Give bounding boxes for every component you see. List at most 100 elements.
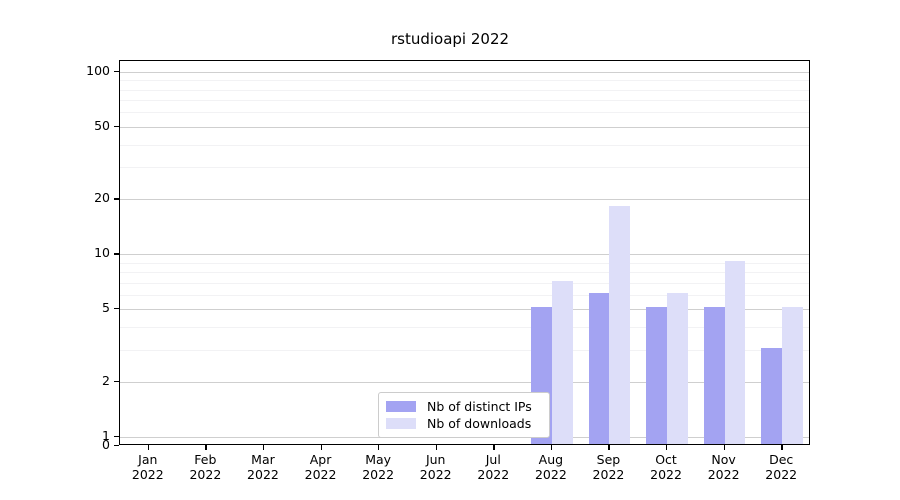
y-axis-tick-label: 0 [102, 437, 110, 452]
y-axis-tick-mark [114, 198, 119, 200]
gridline-minor [120, 271, 809, 273]
y-axis-tick-mark [114, 308, 119, 310]
x-tick-month: Jul [485, 452, 501, 467]
x-axis-tick-label: Aug 2022 [516, 452, 586, 482]
x-axis-tick-mark [608, 445, 610, 450]
x-axis-tick-label: Feb 2022 [170, 452, 240, 482]
bar-downloads [724, 260, 746, 444]
x-tick-year: 2022 [304, 467, 337, 482]
x-axis-tick-mark [435, 445, 437, 450]
legend-item: Nb of downloads [386, 415, 542, 432]
chart-title: rstudioapi 2022 [390, 30, 510, 48]
y-axis-tick-label: 10 [94, 245, 110, 261]
bar-distinct-ips [588, 292, 610, 444]
x-tick-year: 2022 [419, 467, 452, 482]
x-tick-year: 2022 [362, 467, 395, 482]
x-axis-tick-mark [550, 445, 553, 450]
gridline-minor [120, 294, 809, 296]
bar-distinct-ips [703, 307, 725, 444]
x-tick-year: 2022 [189, 467, 222, 482]
x-axis-tick-label: Jul 2022 [458, 452, 528, 482]
y-axis-tick-label: 100 [86, 63, 110, 79]
gridline-minor [120, 282, 809, 284]
gridline-minor [120, 100, 809, 102]
x-axis-tick-mark [262, 445, 265, 450]
legend-swatch-ips [386, 401, 416, 412]
x-axis-tick-label: Jan 2022 [113, 452, 183, 482]
gridline-minor [120, 262, 809, 264]
gridline-minor [120, 326, 809, 328]
x-tick-month: Mar [251, 452, 275, 467]
bar-downloads [609, 205, 631, 444]
plot-area [119, 60, 810, 445]
bar-downloads [551, 280, 573, 444]
x-axis-tick-label: May 2022 [343, 452, 413, 482]
gridline-minor [120, 167, 809, 169]
gridline-minor [120, 349, 809, 351]
y-axis-tick-label: 2 [102, 372, 110, 388]
x-axis-tick-label: Sep 2022 [573, 452, 643, 482]
x-tick-year: 2022 [650, 467, 682, 482]
x-axis-tick-label: Apr 2022 [286, 452, 356, 482]
gridline-major [120, 309, 809, 311]
gridline-major [120, 381, 809, 383]
y-axis-tick-mark [114, 253, 119, 255]
x-axis-tick-mark [666, 445, 668, 450]
x-tick-year: 2022 [247, 467, 279, 482]
y-axis-tick-label: 5 [102, 300, 110, 316]
x-tick-year: 2022 [477, 467, 510, 482]
x-axis-tick-label: Nov 2022 [689, 452, 759, 482]
y-axis-tick-mark [114, 435, 119, 437]
y-axis-tick-labels: 0 1 2 5 10 20 50 100 [40, 0, 110, 500]
x-axis-tick-label: Dec 2022 [746, 452, 816, 482]
x-tick-month: May [365, 452, 392, 467]
x-axis-tick-mark [723, 445, 725, 450]
y-axis-tick-mark [114, 380, 119, 382]
bar-distinct-ips [761, 347, 783, 444]
x-tick-month: Aug [538, 452, 564, 467]
x-tick-month: Oct [655, 452, 677, 467]
gridline-major [120, 199, 809, 201]
x-tick-month: Sep [596, 452, 621, 467]
gridline-major [120, 254, 809, 256]
x-tick-month: Jun [425, 452, 446, 467]
bar-downloads [782, 307, 803, 444]
x-tick-month: Apr [309, 452, 332, 467]
legend-swatch-dls [386, 418, 416, 429]
y-axis-tick-mark [114, 71, 119, 73]
gridline-major [120, 72, 809, 74]
gridline-minor [120, 144, 809, 146]
gridline-major [120, 126, 809, 128]
bar-distinct-ips [646, 307, 668, 444]
x-tick-month: Dec [769, 452, 794, 467]
x-tick-year: 2022 [131, 467, 164, 482]
y-axis-tick-mark [114, 125, 119, 128]
y-axis-tick-label: 1 [102, 427, 110, 443]
gridline-minor [120, 112, 809, 114]
x-axis-tick-label: Jun 2022 [401, 452, 471, 482]
x-tick-month: Feb [194, 452, 217, 467]
x-axis-tick-mark [320, 445, 322, 450]
x-tick-year: 2022 [592, 467, 625, 482]
x-tick-month: Jan [138, 452, 158, 467]
x-axis-tick-mark [147, 445, 150, 450]
bar-downloads [667, 292, 688, 444]
x-axis-tick-label: Mar 2022 [228, 452, 298, 482]
x-tick-year: 2022 [707, 467, 740, 482]
x-axis-tick-label: Oct 2022 [631, 452, 701, 482]
y-axis-tick-mark [114, 445, 119, 447]
chart-legend: Nb of distinct IPs Nb of downloads [378, 392, 550, 438]
legend-item: Nb of distinct IPs [386, 398, 542, 415]
x-tick-month: Nov [711, 452, 736, 467]
x-axis-tick-mark [493, 445, 495, 450]
x-tick-year: 2022 [534, 467, 567, 482]
legend-label: Nb of distinct IPs [427, 399, 532, 414]
x-axis-tick-mark [205, 445, 207, 450]
legend-label: Nb of downloads [427, 416, 532, 431]
x-axis-tick-mark [781, 445, 783, 450]
gridline-minor [120, 89, 809, 91]
y-axis-tick-label: 50 [94, 117, 110, 133]
x-axis-tick-mark [378, 445, 380, 450]
y-axis-tick-label: 20 [94, 190, 110, 206]
gridline-minor [120, 80, 809, 82]
